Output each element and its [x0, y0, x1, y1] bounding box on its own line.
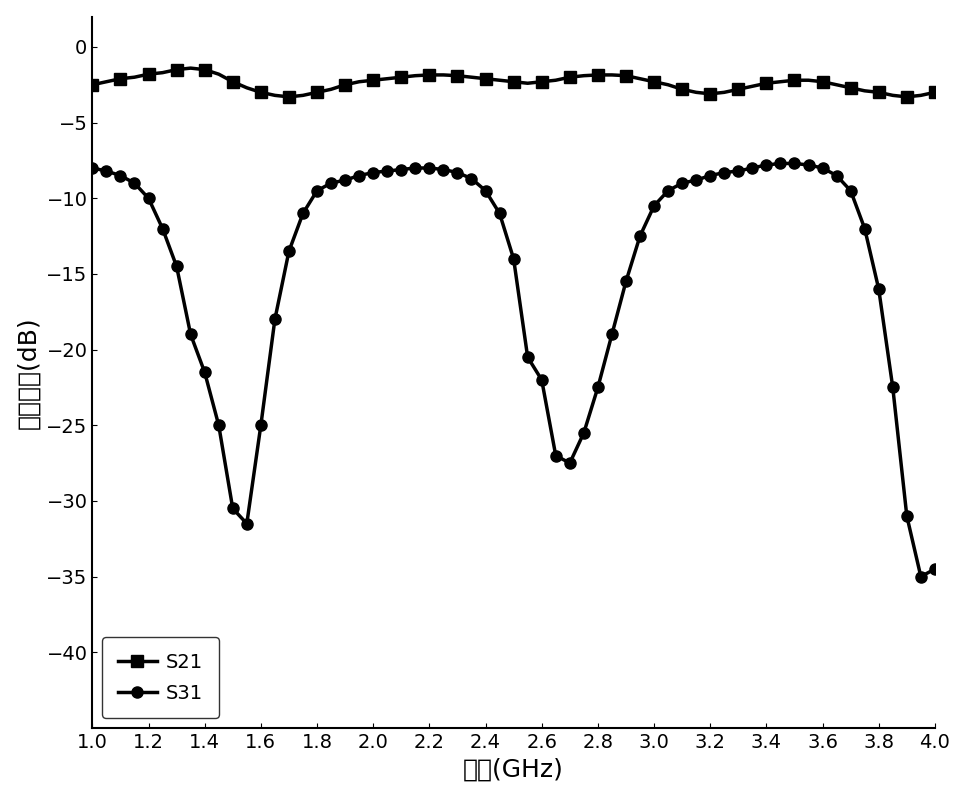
- S21: [845, 83, 857, 93]
- Legend: S21, S31: S21, S31: [103, 638, 219, 718]
- Line: S31: S31: [87, 158, 941, 583]
- S21: [311, 88, 323, 97]
- S31: [86, 164, 98, 173]
- S31: [929, 564, 941, 574]
- S31: [915, 572, 926, 582]
- S21: [929, 88, 941, 97]
- S31: [536, 375, 547, 385]
- S31: [831, 171, 842, 180]
- S21: [86, 80, 98, 89]
- S31: [283, 247, 295, 256]
- S21: [269, 90, 280, 100]
- S31: [381, 166, 393, 176]
- X-axis label: 频率(GHz): 频率(GHz): [463, 757, 564, 781]
- S21: [564, 73, 575, 82]
- Y-axis label: 插入损耗(dB): 插入损耗(dB): [16, 316, 41, 429]
- S31: [592, 382, 603, 392]
- S31: [775, 159, 786, 168]
- S21: [620, 71, 631, 81]
- S21: [283, 92, 295, 101]
- S21: [185, 63, 196, 73]
- S31: [255, 421, 267, 430]
- Line: S21: S21: [87, 62, 941, 102]
- S21: [409, 71, 421, 81]
